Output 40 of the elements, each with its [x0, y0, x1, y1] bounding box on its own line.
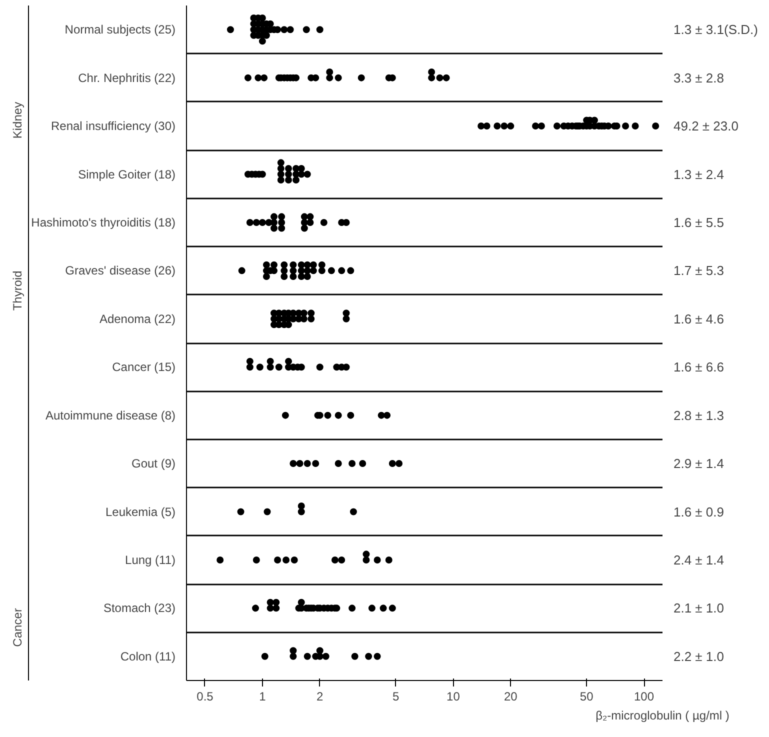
- x-tick-label: 1: [259, 690, 266, 704]
- text: 2.2 ± 1.0: [674, 648, 724, 664]
- y-tick-label: Leukemia (5): [105, 504, 176, 519]
- y-tick-label: Graves' disease (26): [65, 264, 176, 278]
- x-axis-title: β₂-microglobulin ( µg/ml ): [596, 708, 730, 722]
- y-tick-label: Simple Goiter (18): [78, 167, 176, 182]
- x-tick-label: 0.5: [196, 690, 214, 704]
- x-tick-label: 2: [316, 690, 324, 704]
- y-tick-label: Chr. Nephritis (22): [78, 70, 176, 85]
- y-tick-label: Normal subjects (25): [64, 22, 176, 37]
- text: 2.4 ± 1.4: [674, 552, 724, 568]
- text: 1.6 ± 4.6: [674, 311, 724, 326]
- text: 3.3 ± 2.8: [674, 70, 724, 86]
- y-tick-label: Adenoma (22): [99, 312, 176, 326]
- text: 1.6 ± 6.6: [674, 360, 724, 375]
- text: 2.1 ± 1.0: [674, 600, 724, 616]
- x-tick-label: 100: [634, 690, 654, 704]
- y-tick-label: Autoimmune disease (8): [45, 408, 176, 422]
- y-tick-label: Lung (11): [125, 552, 176, 567]
- text: 1.3 ± 3.1(S.D.): [674, 22, 758, 38]
- text: 49.2 ± 23.0: [674, 118, 738, 134]
- text: 2.8 ± 1.3: [674, 408, 724, 423]
- text: 1.6 ± 0.9: [674, 504, 724, 520]
- text: Thyroid: [10, 270, 24, 311]
- y-tick-label: Renal insufficiency (30): [50, 119, 176, 134]
- x-tick-label: 5: [392, 690, 400, 704]
- y-tick-label: Gout (9): [131, 456, 176, 471]
- text: Kidney: [10, 102, 24, 139]
- text: 2.9 ± 1.4: [674, 456, 724, 472]
- y-tick-label: Stomach (23): [103, 601, 176, 616]
- text: 1.6 ± 5.5: [674, 214, 724, 230]
- x-tick-label: 10: [446, 690, 460, 704]
- text: 1.7 ± 5.3: [674, 263, 724, 278]
- text: Cancer: [10, 608, 24, 647]
- x-tick-label: 20: [504, 690, 518, 704]
- y-tick-label: Colon (11): [120, 649, 176, 664]
- x-tick-label: 50: [580, 690, 594, 704]
- text: 1.3 ± 2.4: [674, 166, 724, 182]
- y-tick-label: Hashimoto's thyroiditis (18): [31, 215, 176, 230]
- y-tick-label: Cancer (15): [112, 360, 176, 374]
